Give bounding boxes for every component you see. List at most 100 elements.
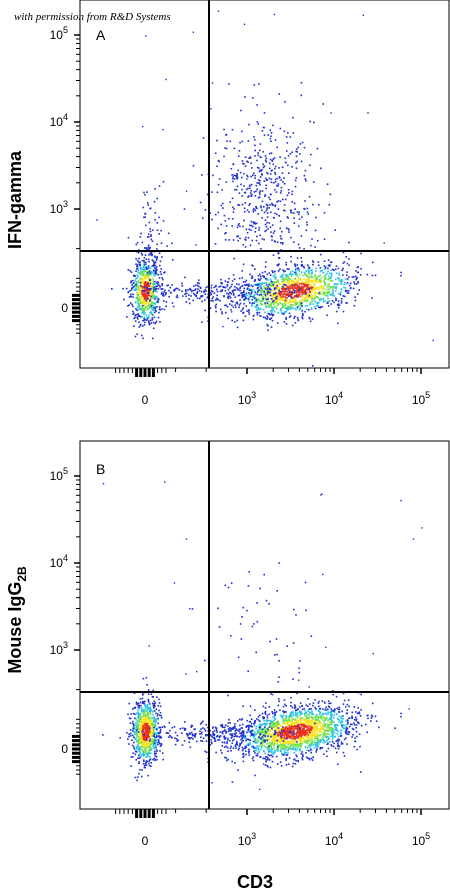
event-dot	[283, 289, 285, 291]
event-dot	[144, 254, 147, 256]
event-dot	[142, 724, 145, 726]
event-dot	[266, 294, 269, 297]
event-dot	[269, 730, 271, 732]
event-dot	[311, 292, 313, 294]
event-dot	[232, 163, 234, 165]
event-dot	[149, 291, 151, 293]
event-dot	[311, 287, 314, 289]
event-dot	[287, 164, 289, 167]
event-dot	[260, 283, 263, 285]
event-dot	[132, 720, 134, 723]
event-dot	[296, 302, 298, 304]
event-dot	[141, 737, 143, 739]
event-dot	[256, 283, 259, 285]
event-dot	[283, 177, 285, 179]
event-dot	[254, 149, 256, 152]
event-dot	[329, 726, 331, 729]
event-dot	[293, 292, 296, 294]
event-dot	[334, 747, 337, 750]
event-dot	[239, 141, 241, 144]
event-dot	[291, 286, 293, 288]
event-dot	[287, 748, 290, 751]
event-dot	[196, 291, 199, 293]
event-dot	[141, 740, 144, 743]
event-dot	[284, 727, 286, 729]
event-dot	[319, 293, 322, 295]
event-dot	[266, 742, 269, 745]
event-dot	[311, 272, 313, 275]
event-dot	[273, 296, 275, 299]
event-dot	[266, 293, 269, 295]
event-dot	[151, 318, 154, 321]
event-dot	[135, 746, 138, 748]
event-dot	[269, 226, 272, 228]
event-dot	[339, 293, 342, 296]
event-dot	[196, 282, 199, 284]
event-dot	[353, 706, 356, 708]
event-dot	[279, 220, 282, 223]
event-dot	[152, 280, 155, 282]
y-tick-label-base: 10	[50, 202, 64, 216]
event-dot	[156, 301, 158, 304]
event-dot	[323, 293, 326, 296]
event-dot	[289, 737, 292, 740]
y-tick-label: 0	[61, 301, 68, 315]
event-dot	[142, 298, 144, 300]
event-dot	[303, 298, 306, 300]
event-dot	[255, 283, 257, 286]
event-dot	[153, 737, 156, 740]
event-dot	[130, 713, 132, 715]
event-dot	[370, 720, 372, 722]
event-dot	[201, 321, 203, 323]
event-dot	[305, 296, 308, 298]
event-dot	[327, 305, 330, 307]
event-dot	[147, 707, 150, 710]
event-dot	[167, 232, 170, 235]
event-dot	[265, 755, 267, 758]
event-dot	[231, 177, 234, 180]
event-dot	[194, 289, 196, 291]
event-dot	[147, 774, 149, 777]
event-dot	[163, 300, 165, 302]
event-dot	[149, 737, 151, 739]
event-dot	[150, 235, 152, 238]
event-dot	[290, 296, 292, 298]
event-dot	[197, 288, 199, 290]
event-dot	[141, 254, 143, 256]
event-dot	[287, 189, 290, 191]
event-dot	[163, 308, 166, 311]
event-dot	[341, 715, 343, 717]
event-dot	[152, 290, 155, 293]
event-dot	[337, 303, 340, 306]
event-dot	[279, 743, 281, 746]
event-dot	[256, 188, 258, 191]
event-dot	[206, 193, 209, 196]
event-dot	[154, 307, 157, 310]
event-dot	[298, 739, 301, 741]
event-dot	[278, 745, 281, 748]
event-dot	[222, 325, 224, 328]
event-dot	[327, 302, 329, 304]
event-dot	[270, 326, 273, 328]
event-dot	[154, 721, 156, 724]
event-dot	[215, 303, 218, 306]
event-dot	[144, 305, 147, 308]
event-dot	[154, 272, 157, 274]
event-dot	[148, 320, 150, 322]
event-dot	[303, 146, 306, 149]
event-dot	[234, 175, 237, 177]
event-dot	[295, 150, 297, 153]
event-dot	[255, 300, 258, 302]
event-dot	[265, 161, 268, 163]
event-dot	[216, 294, 218, 297]
event-dot	[133, 748, 136, 750]
event-dot	[279, 294, 282, 297]
event-dot	[277, 183, 280, 185]
event-dot	[267, 726, 269, 729]
event-dot	[148, 260, 150, 263]
event-dot	[260, 205, 262, 207]
event-dot	[228, 239, 230, 241]
event-dot	[261, 200, 264, 203]
event-dot	[143, 304, 145, 307]
event-dot	[224, 232, 226, 235]
